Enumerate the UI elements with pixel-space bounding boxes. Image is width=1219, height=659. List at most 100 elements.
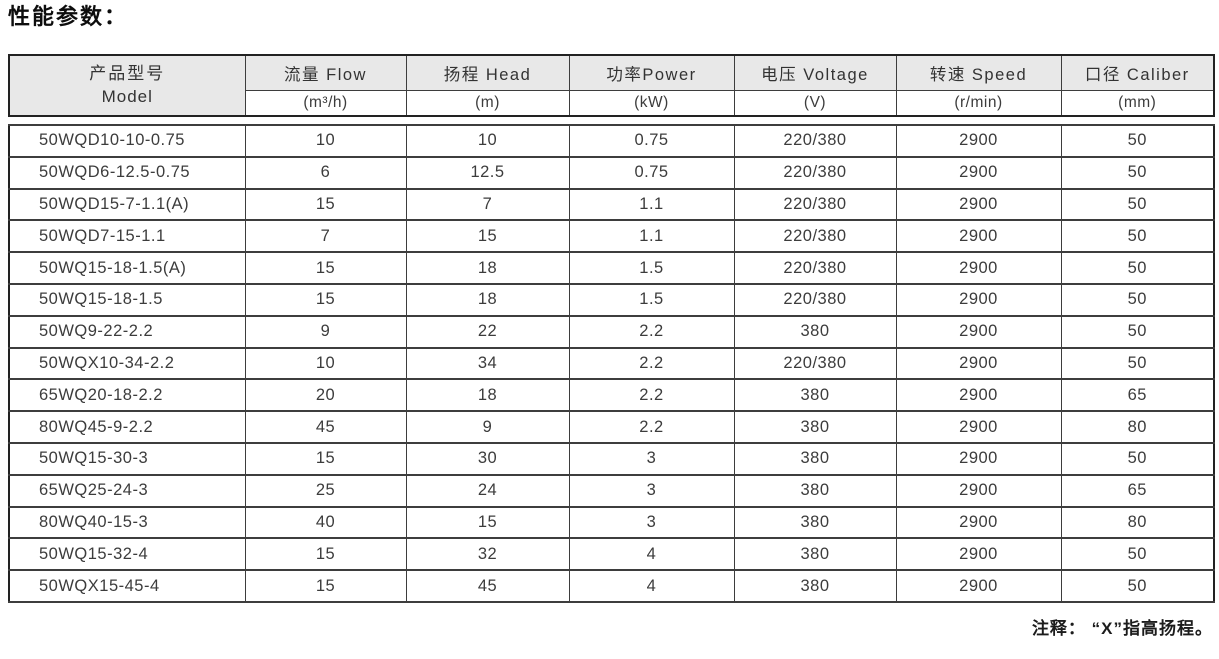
header-cell: 口径 Caliber [1060,54,1215,91]
cell-value: 380 [733,314,897,349]
cell-value: 24 [405,473,570,508]
cell-value: 7 [244,219,407,254]
page-title: 性能参数： [8,4,129,29]
cell-value: 65 [1060,378,1215,413]
table-row: 50WQD6-12.5-0.75 6 12.5 0.75 220/380 2900 50 [8,155,1215,190]
cell-value: 15 [244,441,407,476]
table-row: 50WQ15-32-4 15 32 4 380 2900 50 [8,537,1215,572]
cell-value: 30 [405,441,570,476]
cell-value: 45 [244,410,407,444]
cell-value: 1.1 [568,187,735,222]
cell-value: 220/380 [733,251,897,285]
cell-value: 15 [405,505,570,540]
cell-value: 50 [1060,282,1215,317]
cell-value: 15 [244,251,407,285]
cell-value: 15 [244,187,407,222]
cell-value: 2900 [895,378,1062,413]
cell-value: 2.2 [568,410,735,444]
cell-value: 50 [1060,219,1215,254]
cell-value: 1.5 [568,251,735,285]
cell-value: 0.75 [568,155,735,190]
cell-value: 40 [244,505,407,540]
header-cell-model: 产品型号 Model [8,54,246,117]
cell-value: 2900 [895,187,1062,222]
header-cell: 流量 Flow [244,54,407,91]
table-row: 50WQ9-22-2.2 9 22 2.2 380 2900 50 [8,314,1215,349]
cell-value: 15 [244,537,407,572]
body-rows: 50WQD10-10-0.75 10 10 0.75 220/380 2900 50 50WQ… [8,124,1215,603]
cell-value: 1.5 [568,282,735,317]
cell-value: 45 [405,569,570,603]
cell-value: 2900 [895,441,1062,476]
page: 性能参数： 产品型号 Model 流量 Flow 扬程 Head 功率Power 电压 V… [8,4,1215,638]
cell-model: 50WQ9-22-2.2 [8,314,246,349]
cell-value: 20 [244,378,407,413]
unit-cell: (mm) [1060,90,1215,117]
table-row: 50WQX10-34-2.2 10 34 2.2 220/380 2900 50 [8,346,1215,381]
cell-model: 50WQX15-45-4 [8,569,246,603]
cell-value: 10 [244,124,407,158]
cell-value: 220/380 [733,124,897,158]
cell-value: 18 [405,282,570,317]
cell-value: 50 [1060,314,1215,349]
cell-model: 50WQ15-18-1.5(A) [8,251,246,285]
cell-value: 18 [405,251,570,285]
cell-value: 4 [568,569,735,603]
cell-value: 2900 [895,505,1062,540]
cell-value: 6 [244,155,407,190]
cell-value: 0.75 [568,124,735,158]
cell-value: 380 [733,441,897,476]
cell-value: 2900 [895,346,1062,381]
cell-value: 15 [244,282,407,317]
table-row: 65WQ25-24-3 25 24 3 380 2900 65 [8,473,1215,508]
cell-value: 3 [568,473,735,508]
cell-model: 50WQD6-12.5-0.75 [8,155,246,190]
cell-value: 9 [405,410,570,444]
cell-value: 220/380 [733,346,897,381]
footnote: 注释： “X”指高扬程。 [1031,618,1213,638]
cell-model: 80WQ40-15-3 [8,505,246,540]
cell-value: 2900 [895,473,1062,508]
cell-value: 25 [244,473,407,508]
cell-value: 380 [733,410,897,444]
spec-table-header: 产品型号 Model 流量 Flow 扬程 Head 功率Power 电压 Voltage… [8,54,1215,117]
cell-value: 3 [568,441,735,476]
cell-value: 2900 [895,537,1062,572]
cell-value: 380 [733,505,897,540]
cell-value: 50 [1060,155,1215,190]
cell-value: 50 [1060,346,1215,381]
cell-value: 4 [568,537,735,572]
cell-value: 1.1 [568,219,735,254]
cell-value: 10 [244,346,407,381]
cell-value: 380 [733,378,897,413]
cell-model: 50WQ15-30-3 [8,441,246,476]
cell-value: 7 [405,187,570,222]
cell-value: 220/380 [733,282,897,317]
table-row: 50WQX15-45-4 15 45 4 380 2900 50 [8,569,1215,603]
unit-cell: (V) [733,90,897,117]
cell-value: 2900 [895,314,1062,349]
cell-value: 2900 [895,219,1062,254]
cell-value: 80 [1060,410,1215,444]
header-cell: 转速 Speed [895,54,1062,91]
cell-value: 380 [733,537,897,572]
header-rows: 产品型号 Model 流量 Flow 扬程 Head 功率Power 电压 Voltage… [8,54,1215,117]
cell-value: 34 [405,346,570,381]
cell-model: 50WQX10-34-2.2 [8,346,246,381]
cell-value: 2900 [895,282,1062,317]
cell-value: 2.2 [568,378,735,413]
cell-value: 10 [405,124,570,158]
cell-value: 2.2 [568,314,735,349]
cell-value: 2.2 [568,346,735,381]
cell-value: 380 [733,473,897,508]
header-cell: 功率Power [568,54,735,91]
table-row: 80WQ40-15-3 40 15 3 380 2900 80 [8,505,1215,540]
table-row: 80WQ45-9-2.2 45 9 2.2 380 2900 80 [8,410,1215,444]
cell-value: 50 [1060,251,1215,285]
cell-value: 15 [244,569,407,603]
unit-cell: (m) [405,90,570,117]
cell-value: 220/380 [733,187,897,222]
table-row: 65WQ20-18-2.2 20 18 2.2 380 2900 65 [8,378,1215,413]
cell-value: 50 [1060,441,1215,476]
header-cell: 电压 Voltage [733,54,897,91]
